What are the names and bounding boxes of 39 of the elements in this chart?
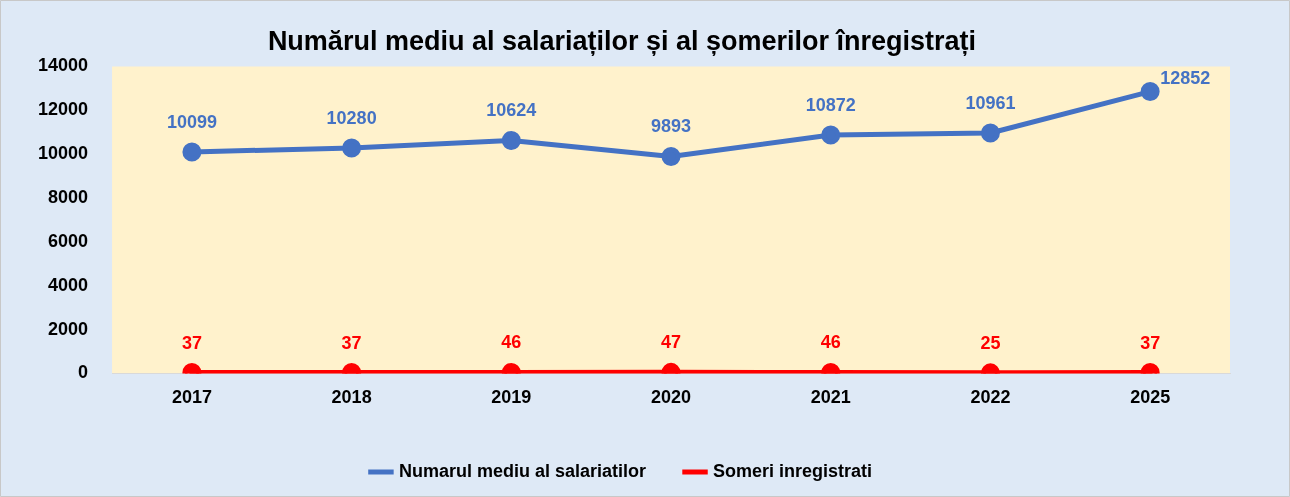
- y-tick-label: 0: [78, 362, 89, 383]
- point: [661, 146, 681, 166]
- y-tick-label: 12000: [37, 99, 89, 120]
- x-tick-label: 2017: [171, 387, 212, 408]
- x-tick-label: 2025: [1130, 387, 1171, 408]
- point: [821, 125, 841, 145]
- data-label: 10280: [326, 107, 377, 128]
- point: [980, 123, 1000, 143]
- y-tick-label: 14000: [37, 55, 89, 76]
- data-label: 10099: [166, 111, 217, 132]
- legend-label: Someri inregistrati: [713, 460, 873, 481]
- data-label: 37: [181, 332, 202, 353]
- data-label: 37: [1140, 332, 1161, 353]
- y-tick-label: 6000: [48, 230, 89, 251]
- legend-label: Numarul mediu al salariatilor: [398, 460, 647, 481]
- chart-title: Numărul mediu al salariaților și al șomerilor înregistrați: [267, 25, 977, 56]
- data-label: 10961: [965, 93, 1016, 114]
- y-tick-label: 4000: [48, 274, 89, 295]
- point: [1140, 82, 1160, 102]
- data-label: 37: [341, 332, 362, 353]
- y-tick-label: 10000: [37, 143, 89, 164]
- data-label: 46: [501, 332, 522, 353]
- data-label: 10872: [805, 94, 856, 115]
- point: [501, 130, 521, 150]
- y-tick-label: 8000: [48, 186, 89, 207]
- point: [182, 142, 202, 162]
- x-tick-label: 2021: [810, 387, 851, 408]
- x-tick-label: 2022: [970, 387, 1011, 408]
- data-label: 46: [820, 332, 841, 353]
- data-label: 47: [661, 332, 682, 353]
- point: [342, 138, 362, 158]
- y-tick-label: 2000: [48, 318, 89, 339]
- data-label: 10624: [486, 100, 537, 121]
- data-label: 9893: [651, 116, 692, 137]
- x-tick-label: 2020: [651, 387, 692, 408]
- x-tick-label: 2018: [331, 387, 372, 408]
- x-tick-label: 2019: [491, 387, 532, 408]
- data-label: 25: [980, 332, 1001, 353]
- data-label: 12852: [1160, 67, 1211, 88]
